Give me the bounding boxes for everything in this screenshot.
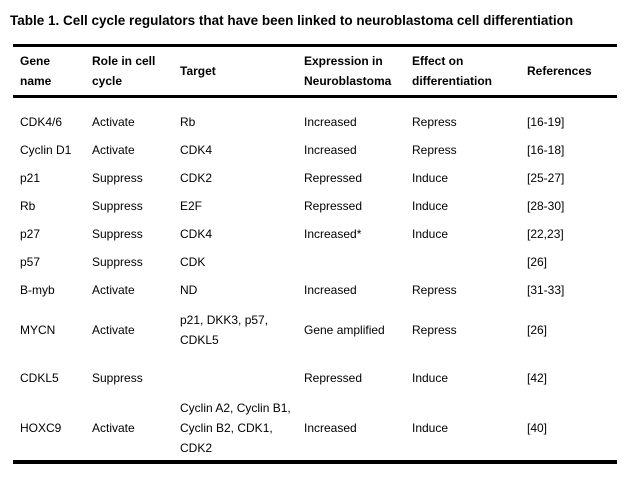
cell-role: Activate [92, 283, 135, 297]
table-row: MYCN Activate p21, DKK3, p57, CDKL5 Gene… [13, 304, 617, 356]
cell-role: Suppress [92, 171, 143, 185]
cell-expression: Repressed [304, 171, 363, 185]
cell-effect: Induce [412, 421, 449, 435]
table-body: CDK4/6 Activate Rb Increased Repress [16… [13, 97, 617, 462]
cell-gene-name: B-myb [20, 283, 55, 297]
column-header-target: Target [180, 64, 216, 78]
cell-target: p21, DKK3, p57, CDKL5 [180, 313, 269, 347]
cell-references: [28-30] [527, 199, 565, 213]
cell-effect: Repress [412, 323, 457, 337]
cell-target: Rb [180, 115, 196, 129]
cell-role: Activate [92, 323, 135, 337]
cell-role: Activate [92, 421, 135, 435]
cell-target: CDK2 [180, 171, 213, 185]
cell-gene-name: p21 [20, 171, 41, 185]
cell-references: [40] [527, 421, 548, 435]
cell-effect: Repress [412, 115, 457, 129]
cell-target: CDK4 [180, 227, 213, 241]
regulators-table: Gene name Role in cell cycle Target Expr… [13, 44, 617, 464]
cell-gene-name: CDK4/6 [20, 115, 63, 129]
header-row: Gene name Role in cell cycle Target Expr… [13, 45, 617, 97]
cell-role: Activate [92, 115, 135, 129]
cell-effect: Induce [412, 171, 449, 185]
cell-role: Suppress [92, 227, 143, 241]
cell-expression: Gene amplified [304, 323, 385, 337]
table-row: Cyclin D1 Activate CDK4 Increased Repres… [13, 136, 617, 164]
cell-gene-name: p27 [20, 227, 41, 241]
table-row: p21 Suppress CDK2 Repressed Induce [25-2… [13, 164, 617, 192]
cell-references: [22,23] [527, 227, 564, 241]
table-row: CDK4/6 Activate Rb Increased Repress [16… [13, 97, 617, 137]
table-row: Rb Suppress E2F Repressed Induce [28-30] [13, 192, 617, 220]
cell-target: CDK [180, 255, 206, 269]
cell-gene-name: Rb [20, 199, 36, 213]
cell-gene-name: p57 [20, 255, 41, 269]
cell-references: [16-19] [527, 115, 565, 129]
cell-gene-name: HOXC9 [20, 421, 62, 435]
table-title: Table 1. Cell cycle regulators that have… [10, 13, 574, 28]
cell-effect [405, 248, 520, 276]
cell-expression: Increased [304, 421, 357, 435]
cell-target: Cyclin A2, Cyclin B1, Cyclin B2, CDK1, C… [180, 401, 291, 455]
column-header-effect: Effect on differentiation [412, 54, 492, 88]
cell-target: CDK4 [180, 143, 213, 157]
cell-expression: Increased [304, 115, 357, 129]
cell-references: [25-27] [527, 171, 565, 185]
cell-target: ND [180, 283, 198, 297]
cell-effect: Induce [412, 199, 449, 213]
cell-references: [42] [527, 371, 548, 385]
cell-effect: Induce [412, 227, 449, 241]
table-row: p57 Suppress CDK [26] [13, 248, 617, 276]
cell-role: Suppress [92, 255, 143, 269]
column-header-role-in-cell-cycle: Role in cell cycle [92, 54, 156, 88]
table-header: Gene name Role in cell cycle Target Expr… [13, 45, 617, 97]
table-row: HOXC9 Activate Cyclin A2, Cyclin B1, Cyc… [13, 392, 617, 462]
cell-expression: Increased [304, 143, 357, 157]
column-header-gene-name: Gene name [20, 54, 52, 88]
cell-target: E2F [180, 199, 203, 213]
cell-gene-name: MYCN [20, 323, 56, 337]
cell-expression: Increased* [304, 227, 362, 241]
cell-role: Activate [92, 143, 135, 157]
cell-role: Suppress [92, 199, 143, 213]
cell-expression [297, 248, 405, 276]
cell-expression: Repressed [304, 199, 363, 213]
cell-references: [26] [527, 255, 548, 269]
table-row: CDKL5 Suppress Repressed Induce [42] [13, 356, 617, 392]
cell-effect: Repress [412, 283, 457, 297]
table-row: p27 Suppress CDK4 Increased* Induce [22,… [13, 220, 617, 248]
cell-role: Suppress [92, 371, 143, 385]
cell-references: [26] [527, 323, 548, 337]
cell-target [173, 356, 297, 392]
cell-effect: Induce [412, 371, 449, 385]
table-row: B-myb Activate ND Increased Repress [31-… [13, 276, 617, 304]
cell-expression: Increased [304, 283, 357, 297]
cell-references: [16-18] [527, 143, 565, 157]
cell-gene-name: Cyclin D1 [20, 143, 72, 157]
cell-effect: Repress [412, 143, 457, 157]
cell-references: [31-33] [527, 283, 565, 297]
column-header-references: References [527, 64, 592, 78]
cell-expression: Repressed [304, 371, 363, 385]
column-header-expression: Expression in Neuroblastoma [304, 54, 392, 88]
cell-gene-name: CDKL5 [20, 371, 59, 385]
